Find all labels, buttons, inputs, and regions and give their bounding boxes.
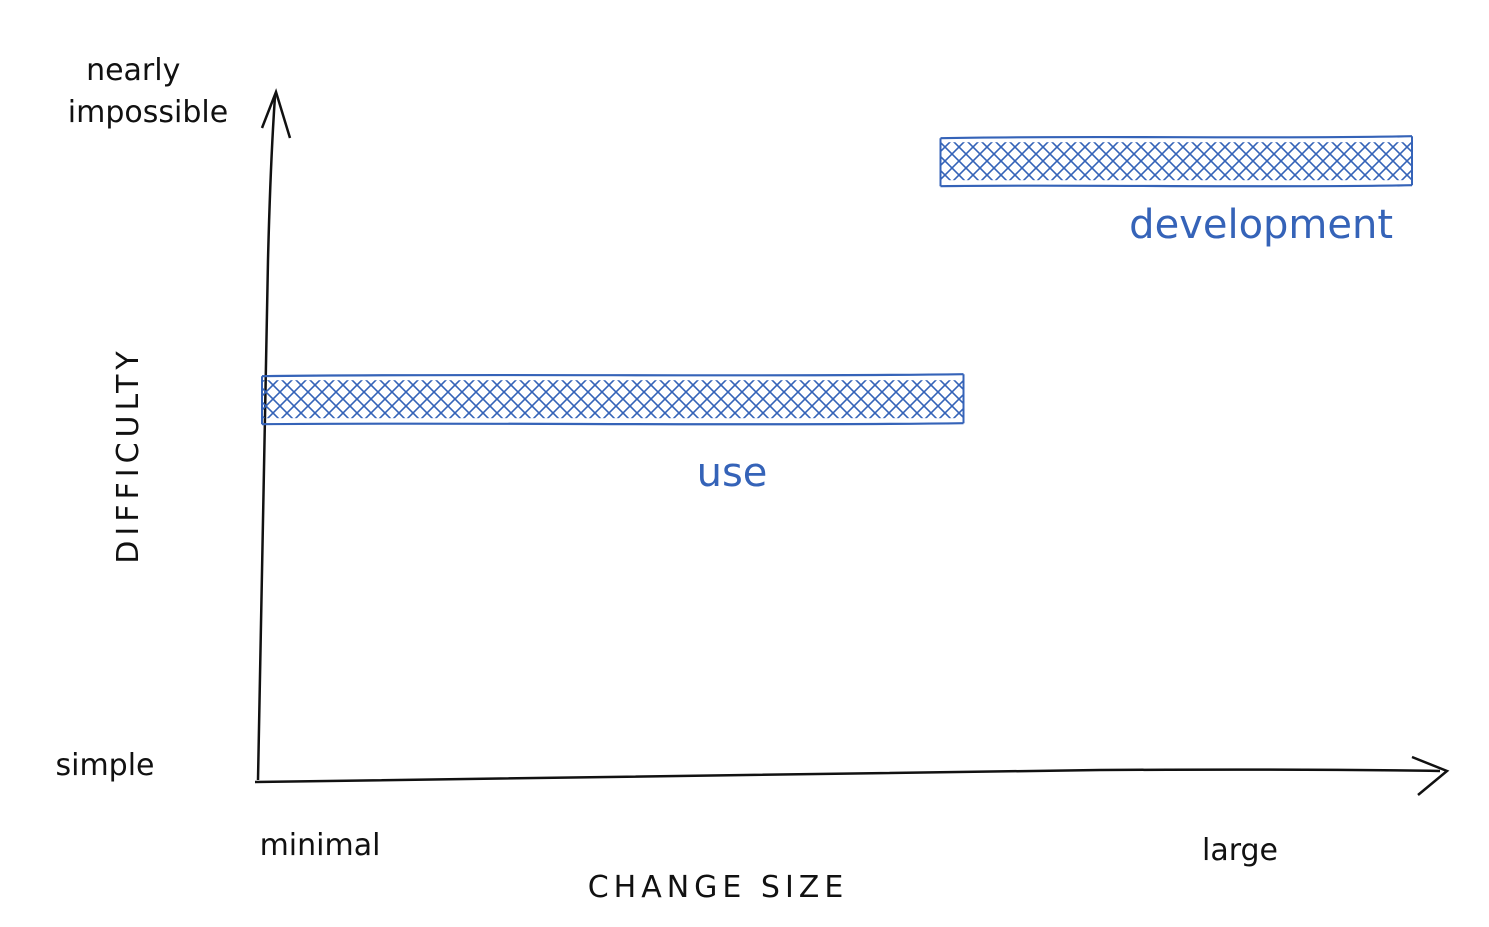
- y-axis-title: DIFFICULTY: [111, 346, 146, 563]
- y-tick-max-line-2: impossible: [68, 95, 228, 130]
- band-development-top-edge: [940, 135, 1413, 140]
- band-development-bottom-edge: [940, 184, 1413, 188]
- x-axis-title: CHANGE SIZE: [588, 870, 849, 905]
- y-axis: [256, 95, 277, 781]
- y-tick-max-line-1: nearly: [86, 53, 180, 88]
- band-development-fill: [940, 142, 1412, 181]
- band-use-ends: [261, 374, 965, 425]
- band-use-top-edge: [261, 373, 964, 378]
- y-axis-arrow-icon: [260, 88, 292, 139]
- x-tick-max: large: [1202, 833, 1278, 868]
- x-axis: [254, 768, 1441, 784]
- band-use-label: use: [697, 450, 768, 496]
- band-use-bottom-edge: [261, 422, 964, 426]
- band-use-fill: [262, 380, 964, 419]
- band-development-ends: [939, 136, 1413, 187]
- x-tick-min: minimal: [260, 828, 381, 863]
- y-tick-min: simple: [55, 748, 154, 783]
- band-use: use: [261, 373, 965, 496]
- y-tick-max: nearly impossible: [68, 53, 228, 130]
- band-development: development: [939, 135, 1413, 248]
- band-development-label: development: [1129, 202, 1393, 248]
- x-axis-arrow-icon: [1411, 755, 1450, 796]
